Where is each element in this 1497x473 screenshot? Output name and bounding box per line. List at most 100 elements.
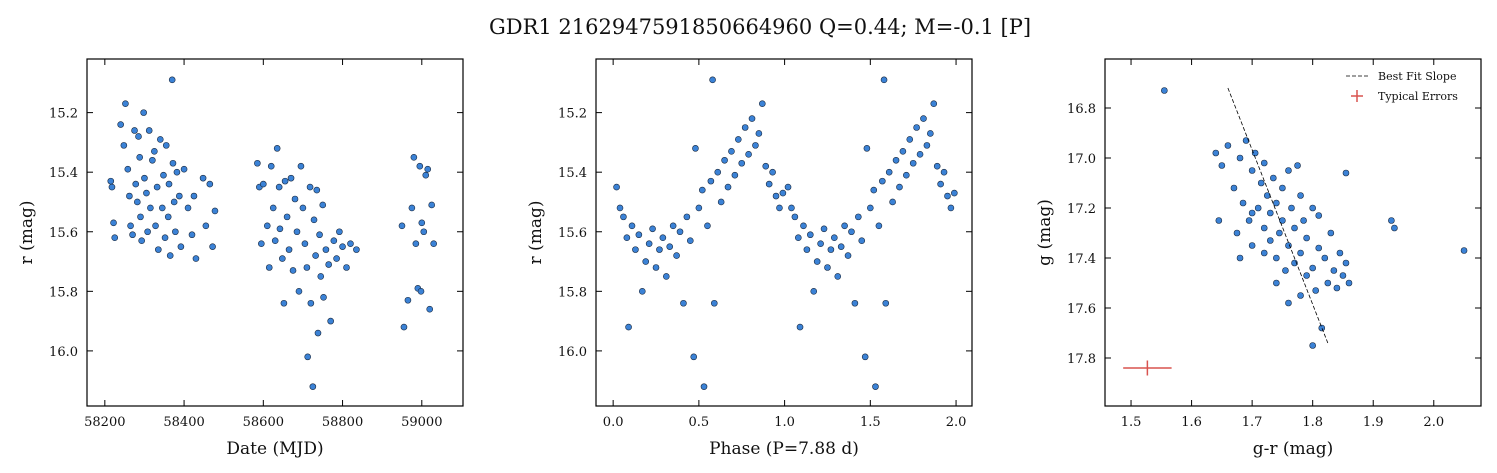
data-point [1224, 142, 1232, 149]
data-point [1266, 209, 1274, 217]
data-point [145, 127, 153, 134]
x-axis-label: Date (MJD) [226, 439, 323, 459]
y-tick-label: 15.8 [49, 285, 78, 300]
data-point [800, 222, 807, 230]
data-point [314, 329, 322, 337]
data-point [680, 299, 687, 307]
data-point [336, 228, 343, 236]
x-tick-label: 58800 [322, 415, 363, 430]
data-point [1239, 199, 1247, 207]
data-point [202, 222, 210, 230]
data-point [312, 252, 319, 259]
data-point [160, 171, 167, 179]
y-tick-label: 17.4 [1067, 252, 1096, 267]
data-point [1297, 249, 1304, 257]
data-point [1321, 254, 1329, 262]
data-point [158, 204, 166, 212]
data-point [424, 165, 432, 173]
data-point [841, 222, 848, 230]
data-point [728, 148, 735, 155]
data-point [129, 231, 136, 239]
data-point [206, 180, 214, 188]
data-point [892, 156, 900, 164]
data-point [271, 237, 279, 244]
data-point [1318, 324, 1326, 332]
data-point [417, 288, 425, 295]
x-tick-label: 1.0 [774, 415, 795, 430]
data-point [263, 222, 271, 230]
data-point [1273, 199, 1280, 207]
data-point [882, 299, 890, 307]
data-point [813, 258, 821, 265]
data-point [662, 273, 670, 280]
data-point [1273, 254, 1280, 262]
data-point [1248, 167, 1256, 174]
data-point [867, 204, 874, 212]
data-point [923, 142, 931, 149]
data-point [1212, 149, 1220, 157]
data-point [699, 186, 706, 194]
data-point [281, 177, 289, 185]
x-tick-label: 1.6 [1181, 415, 1202, 430]
data-point [260, 180, 267, 188]
data-point [896, 183, 903, 191]
data-point [325, 261, 332, 268]
data-point [254, 159, 261, 167]
data-point [307, 299, 315, 307]
data-point [920, 115, 927, 122]
data-point [930, 100, 938, 107]
y-tick-label: 15.4 [49, 166, 78, 181]
data-point [695, 204, 703, 212]
plot-frame [86, 58, 464, 407]
data-point [140, 109, 147, 116]
data-point [141, 174, 148, 182]
data-point [289, 267, 297, 274]
data-point [796, 323, 804, 331]
data-point [1297, 192, 1304, 199]
data-point [135, 133, 142, 140]
data-point [855, 213, 862, 221]
data-point [265, 264, 273, 271]
data-point [273, 145, 281, 152]
data-point [132, 180, 140, 188]
data-point [420, 228, 428, 236]
data-point [810, 288, 818, 295]
data-point [1312, 287, 1320, 294]
data-point [656, 246, 663, 253]
data-point [649, 225, 656, 233]
y-tick-label: 17.2 [1067, 202, 1096, 217]
data-point [428, 201, 435, 209]
data-point [738, 159, 746, 167]
data-point [1336, 249, 1344, 257]
data-point [1282, 267, 1289, 274]
panel: 58200 58400 58600 58800 59000 15.2 15.4 15.6 15.… [17, 58, 464, 459]
x-tick-label: 59000 [401, 415, 442, 430]
data-point [209, 243, 216, 250]
data-point [137, 213, 144, 221]
data-point [1276, 229, 1283, 237]
data-point [418, 219, 426, 227]
data-point [765, 180, 773, 188]
data-point [1294, 162, 1301, 169]
data-point [1309, 342, 1316, 349]
data-point [1257, 179, 1265, 187]
data-point [1236, 254, 1244, 262]
data-point [772, 192, 780, 200]
x-tick-label: 2.0 [946, 415, 967, 430]
data-point [707, 177, 715, 185]
data-point [147, 204, 154, 212]
data-point [134, 198, 141, 206]
data-point [412, 240, 420, 247]
data-point [153, 183, 161, 191]
data-point [316, 231, 323, 239]
data-point [143, 189, 150, 197]
data-point [913, 124, 920, 131]
data-point [947, 204, 955, 212]
data-point [1236, 154, 1244, 162]
data-point [293, 228, 301, 236]
x-tick-label: 1.7 [1242, 415, 1263, 430]
data-point [666, 243, 674, 250]
panel: 0.0 0.5 1.0 1.5 2.0 15.2 15.4 15.6 15.8 16.0 Phase… [526, 58, 973, 459]
data-point [310, 216, 318, 224]
data-point [616, 204, 624, 212]
